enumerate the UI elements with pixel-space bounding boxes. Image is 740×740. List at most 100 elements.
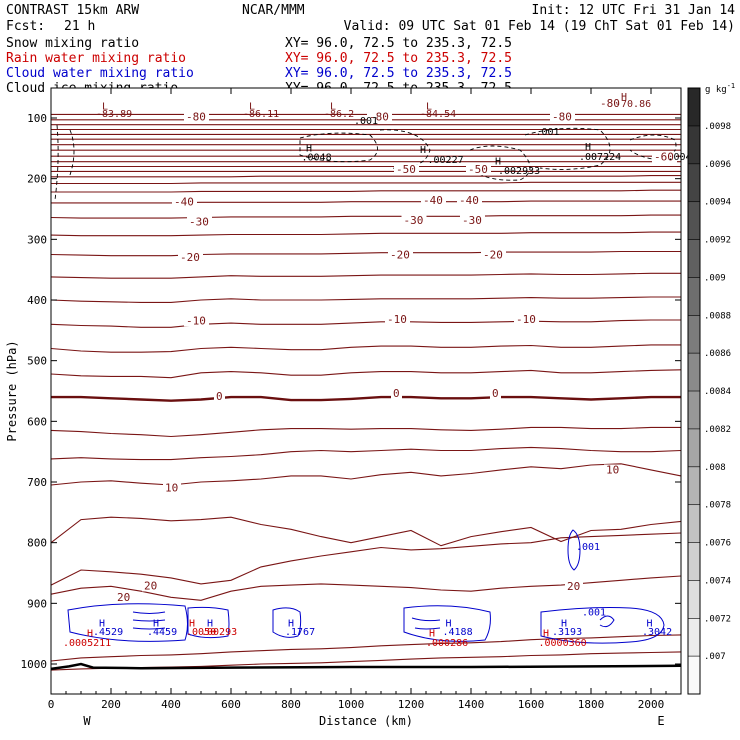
y-tick-label: 900 [27, 597, 47, 610]
cloud-water-label: H [647, 618, 653, 629]
cloud-water-label: .001 [576, 542, 600, 553]
cloud-water-contour [67, 603, 188, 642]
cloud-water-contour [403, 605, 491, 642]
axes: 0 200 400 600 800 1000 1200 1400 1600 1800 2000100… [21, 88, 681, 711]
colorbar-swatch [688, 88, 700, 127]
temperature-label-bg [394, 164, 419, 176]
y-tick-label: 800 [27, 537, 47, 550]
temperature-contour-label: 0 [216, 390, 223, 403]
colorbar-swatch [688, 618, 700, 657]
temperature-contour-label: -40 [174, 195, 194, 208]
legend-cloud-water-xy: XY= 96.0, 72.5 to 235.3, 72.5 [285, 66, 512, 81]
temperature-label-bg [514, 314, 539, 326]
colorbar-swatch [688, 542, 700, 581]
cloud-ice-label: H [585, 142, 591, 153]
temperature-contour-line [50, 516, 682, 547]
temperature-contour-line [50, 463, 682, 486]
temperature-contour-label: -30 [404, 214, 424, 227]
temperature-extremum-marker: L [426, 102, 432, 113]
temperature-contour-label: 10 [606, 464, 619, 477]
cloud-water-label: .3042 [642, 627, 672, 638]
temperature-contour-label: 0 [492, 387, 499, 400]
rain-water-label: .000286 [426, 638, 468, 649]
colorbar-swatch [688, 239, 700, 278]
temperature-extremum-marker: H [621, 92, 627, 103]
temperature-contour-line [50, 231, 681, 237]
temperature-contour-line [50, 426, 681, 438]
legend-snow-name: Snow mixing ratio [6, 36, 139, 51]
legend-snow-xy: XY= 96.0, 72.5 to 235.3, 72.5 [285, 36, 512, 51]
cloud-water-contour [272, 607, 302, 638]
temperature-contour-line [50, 369, 682, 379]
rain-water-label: H [429, 629, 435, 640]
temperature-contour-label: -10 [186, 314, 206, 327]
colorbar-label: .0096 [704, 160, 731, 170]
temperature-contour-label: -40 [459, 194, 479, 207]
temperature-contour-label: -30 [189, 215, 209, 228]
cloud-ice-label: .001 [354, 116, 378, 127]
east-label: E [657, 714, 664, 728]
cloud-ice-contour [299, 132, 378, 163]
temperature-contour-label: -80 [186, 110, 206, 123]
cloud-water-contours [67, 529, 665, 644]
colorbar-label: .0098 [704, 122, 731, 132]
rain-water-label: .00293 [201, 627, 237, 638]
colorbar-swatch [688, 201, 700, 240]
plot-area: 20 20 20 10 10 0 0 0 -10 -10 -10 -20 -20 -20 -30 -30 -30… [50, 88, 692, 694]
temperature-contour-label: 10 [165, 482, 178, 495]
colorbar-label: .008 [704, 463, 726, 473]
x-tick-label: 400 [161, 698, 181, 711]
west-label: W [83, 714, 91, 728]
temperature-contour-line [50, 272, 681, 279]
temperature-label-bg [115, 591, 133, 603]
temperature-contour-label: -20 [180, 251, 200, 264]
header-valid: Valid: 09 UTC Sat 01 Feb 14 (19 ChT Sat … [344, 19, 735, 34]
cloud-water-label: .001 [582, 608, 606, 619]
colorbar-label: .0078 [704, 501, 731, 511]
cloud-water-label: H [153, 618, 159, 629]
colorbar-label: .0074 [704, 576, 731, 586]
temperature-label-bg [490, 388, 501, 400]
cloud-ice-contour [469, 145, 531, 181]
colorbar-label: .0072 [704, 614, 731, 624]
colorbar-swatch [688, 353, 700, 392]
header-init: Init: 12 UTC Fri 31 Jan 14 [532, 3, 736, 18]
temperature-contour-label: 20 [144, 579, 157, 592]
temperature-contour-label: -80 [369, 110, 389, 123]
cloud-water-label: .4188 [443, 627, 473, 638]
terrain-line [50, 662, 682, 671]
temperature-contours [50, 113, 682, 671]
colorbar-swatch [688, 391, 700, 430]
temperature-label-bg [184, 111, 209, 123]
colorbar-swatch [688, 466, 700, 506]
temperature-contour-label: -50 [468, 163, 488, 176]
header-fcst-value: 21 h [64, 19, 95, 34]
temperature-label-bg [565, 581, 583, 592]
cloud-water-label: H [446, 618, 452, 629]
header-title: CONTRAST 15km ARW [6, 3, 139, 18]
cloud-water-label: .4459 [147, 627, 177, 638]
cloud-water-contour [132, 611, 166, 630]
plot-background [51, 88, 681, 694]
temperature-contour-line [51, 189, 681, 193]
colorbar: .007 .0072 .0074 .0076 .0078 .008 .0082 .0084 .0… [687, 87, 731, 695]
colorbar-label: .0076 [704, 539, 731, 549]
cloud-water-label: H [288, 618, 294, 629]
temperature-label-bg [214, 391, 225, 403]
rain-water-label: .0000360 [539, 638, 587, 649]
temperature-label-bg [652, 151, 677, 163]
colorbar-swatch [688, 580, 700, 619]
cloud-water-contour [567, 529, 581, 571]
temperature-label-bg [178, 252, 203, 264]
x-axis-label: Distance (km) [319, 714, 413, 728]
legend-rain-name: Rain water mixing ratio [6, 51, 186, 66]
temperature-contour-line [50, 250, 681, 257]
colorbar-label: .0086 [704, 349, 731, 359]
colorbar-label: .0082 [704, 425, 731, 435]
colorbar-swatch [688, 163, 700, 203]
cloud-water-contour [540, 607, 665, 644]
temperature-label-bg [604, 464, 622, 476]
y-tick-label: 1000 [21, 658, 48, 671]
colorbar-label: .0094 [704, 198, 731, 208]
